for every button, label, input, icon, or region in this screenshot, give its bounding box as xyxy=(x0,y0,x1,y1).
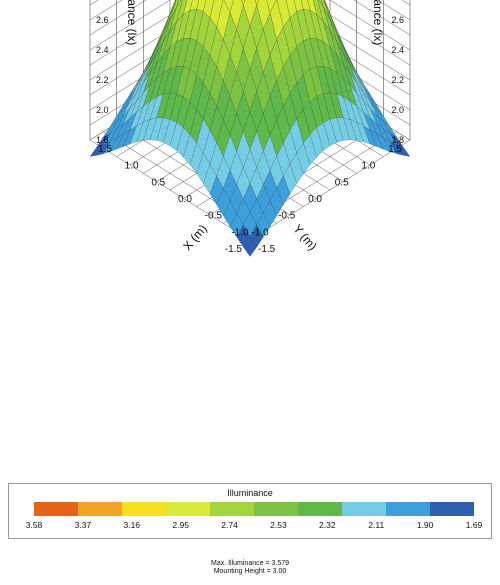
footer-info: Max. Illuminance = 3.579 Mounting Height… xyxy=(0,560,500,576)
legend-swatch xyxy=(298,502,342,516)
z-tick-right-label: 1.8 xyxy=(96,135,109,145)
legend-swatch xyxy=(34,502,78,516)
legend-tick-label: 3.58 xyxy=(25,520,43,530)
wall-grid-line xyxy=(89,0,171,51)
legend-swatch xyxy=(210,502,254,516)
legend-tick-label: 3.16 xyxy=(123,520,141,530)
wall-grid-line xyxy=(89,0,123,21)
x-tick-bottom-label: 1.0 xyxy=(125,161,139,172)
legend-tick-label: 3.37 xyxy=(74,520,92,530)
legend-swatch xyxy=(166,502,210,516)
wall-grid-line xyxy=(329,0,411,51)
surface-plot: -1.5-1.5-1.5-1.5-1.0-1.0-1.0-1.0-0.5-0.5… xyxy=(89,0,411,257)
z-tick-left-label: 2.6 xyxy=(391,15,404,25)
y-tick-bottom-label: 0.5 xyxy=(335,177,349,188)
z-axis-right-title: Illuminance (lx) xyxy=(125,0,139,45)
mounting-height-text: Mounting Height = 3.00 xyxy=(213,568,287,575)
y-tick-bottom-label: -1.5 xyxy=(225,244,243,255)
x-tick-bottom-label: 0.0 xyxy=(178,194,192,205)
z-tick-right-label: 2.6 xyxy=(96,15,109,25)
max-illuminance-text: Max. Illuminance = 3.579 xyxy=(210,560,289,567)
z-tick-left-label: 2.0 xyxy=(391,105,404,115)
legend-tick-label: 1.90 xyxy=(416,520,434,530)
legend-swatch xyxy=(78,502,122,516)
wall-grid-line xyxy=(377,0,411,21)
legend-ticks: 3.58 3.37 3.16 2.95 2.74 2.53 2.32 2.11 1.90 1.69 xyxy=(26,520,483,532)
legend-swatch xyxy=(342,502,386,516)
wall-grid-line xyxy=(353,0,411,36)
y-tick-bottom-label: 1.5 xyxy=(388,144,402,155)
y-tick-bottom-label: -1.0 xyxy=(251,227,269,238)
legend-swatch xyxy=(254,502,298,516)
legend-tick-label: 2.74 xyxy=(221,520,238,530)
x-tick-bottom-label: 1.5 xyxy=(98,144,112,155)
y-tick-bottom-label: 1.0 xyxy=(361,161,375,172)
z-tick-left-label: 1.8 xyxy=(391,135,404,145)
wall-grid-line xyxy=(89,0,147,36)
legend-tick-label: 2.53 xyxy=(270,520,287,530)
color-legend: Illuminance 3.58 3.37 3.16 2.95 2.74 2.53 2.32… xyxy=(8,483,492,539)
x-tick-bottom-label: -1.5 xyxy=(258,244,276,255)
x-tick-bottom-label: -1.0 xyxy=(231,227,249,238)
x-tick-bottom-label: -0.5 xyxy=(205,211,223,222)
legend-bar xyxy=(34,502,474,516)
illuminance-surface xyxy=(89,0,411,257)
legend-tick-label: 2.11 xyxy=(368,520,385,530)
x-axis-bottom-title: X (m) xyxy=(180,222,210,253)
z-tick-left-label: 2.4 xyxy=(391,45,404,55)
surface-facet xyxy=(241,0,246,6)
y-tick-bottom-label: 0.0 xyxy=(308,194,322,205)
y-tick-bottom-label: -0.5 xyxy=(278,211,296,222)
z-tick-right-label: 2.4 xyxy=(96,45,109,55)
z-tick-right-label: 2.0 xyxy=(96,105,109,115)
z-tick-left-label: 2.2 xyxy=(391,75,404,85)
legend-tick-label: 1.69 xyxy=(465,520,483,530)
x-tick-bottom-label: 0.5 xyxy=(151,177,165,188)
surface-facet xyxy=(243,236,257,257)
legend-title: Illuminance xyxy=(227,488,273,498)
legend-swatch xyxy=(122,502,166,516)
legend-swatch xyxy=(430,502,474,516)
z-axis-left-title: Illuminance (lx) xyxy=(371,0,385,45)
legend-tick-label: 2.95 xyxy=(172,520,189,530)
surface-facet xyxy=(254,0,259,6)
z-tick-right-label: 2.2 xyxy=(96,75,109,85)
y-axis-bottom-title: Y (m) xyxy=(290,222,319,253)
legend-swatch xyxy=(386,502,430,516)
legend-tick-label: 2.32 xyxy=(319,520,336,530)
